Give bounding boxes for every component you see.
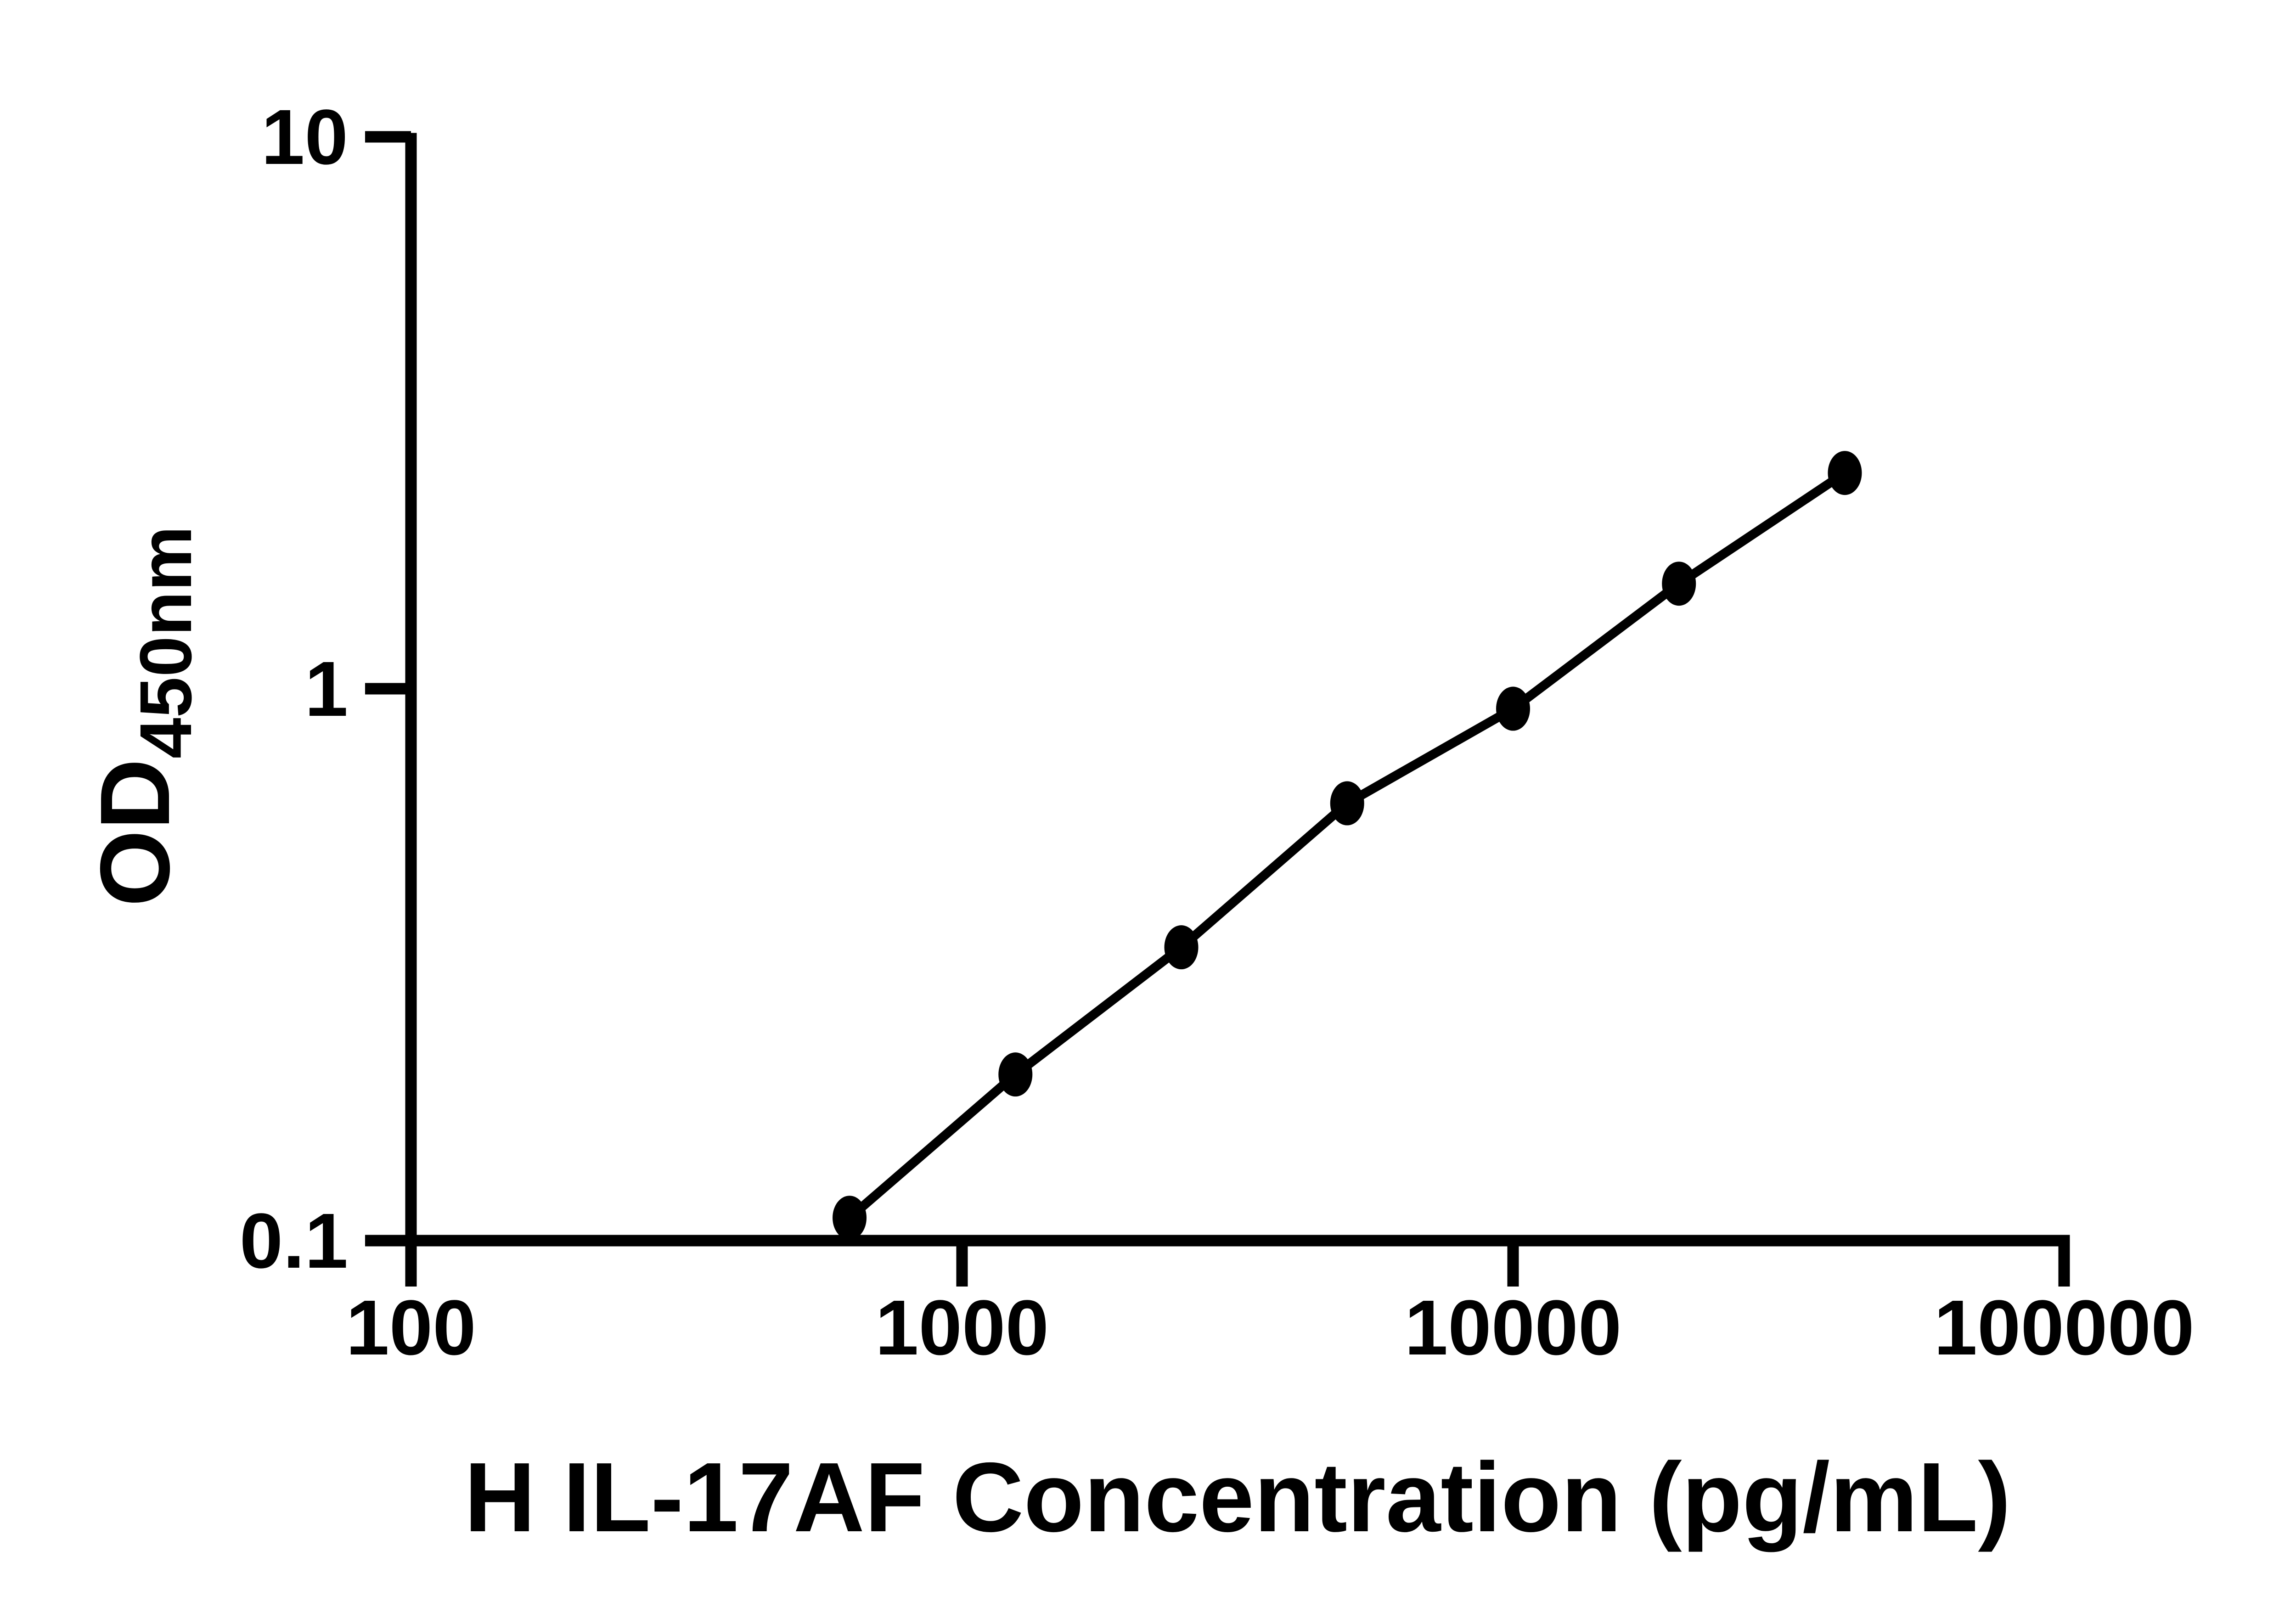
x-tick-label: 10000 (1405, 1284, 1622, 1371)
y-axis-title-subscript: 450nm (124, 526, 207, 759)
y-tick-label: 0.1 (240, 1197, 348, 1285)
y-axis-title: OD450nm (79, 526, 207, 906)
data-point-marker (833, 1196, 867, 1240)
data-point-marker (998, 1052, 1033, 1097)
y-axis-title-main: OD (79, 759, 190, 907)
chart-generated-layer: 100 1000 10000 100000 0.1 1 10 (240, 94, 2195, 1371)
x-axis-title: H IL-17AF Concentration (pg/mL) (464, 1442, 2011, 1552)
x-tick-label: 100000 (1934, 1284, 2194, 1371)
data-point-marker (1828, 451, 1862, 495)
y-tick-label: 1 (304, 646, 348, 733)
data-point-marker (1662, 562, 1696, 606)
x-tick-label: 1000 (875, 1284, 1049, 1371)
data-point-marker (1330, 781, 1364, 826)
data-point-marker (1164, 925, 1199, 970)
y-tick-label: 10 (261, 94, 348, 181)
data-point-marker (1496, 686, 1530, 731)
x-tick-label: 100 (346, 1284, 476, 1371)
